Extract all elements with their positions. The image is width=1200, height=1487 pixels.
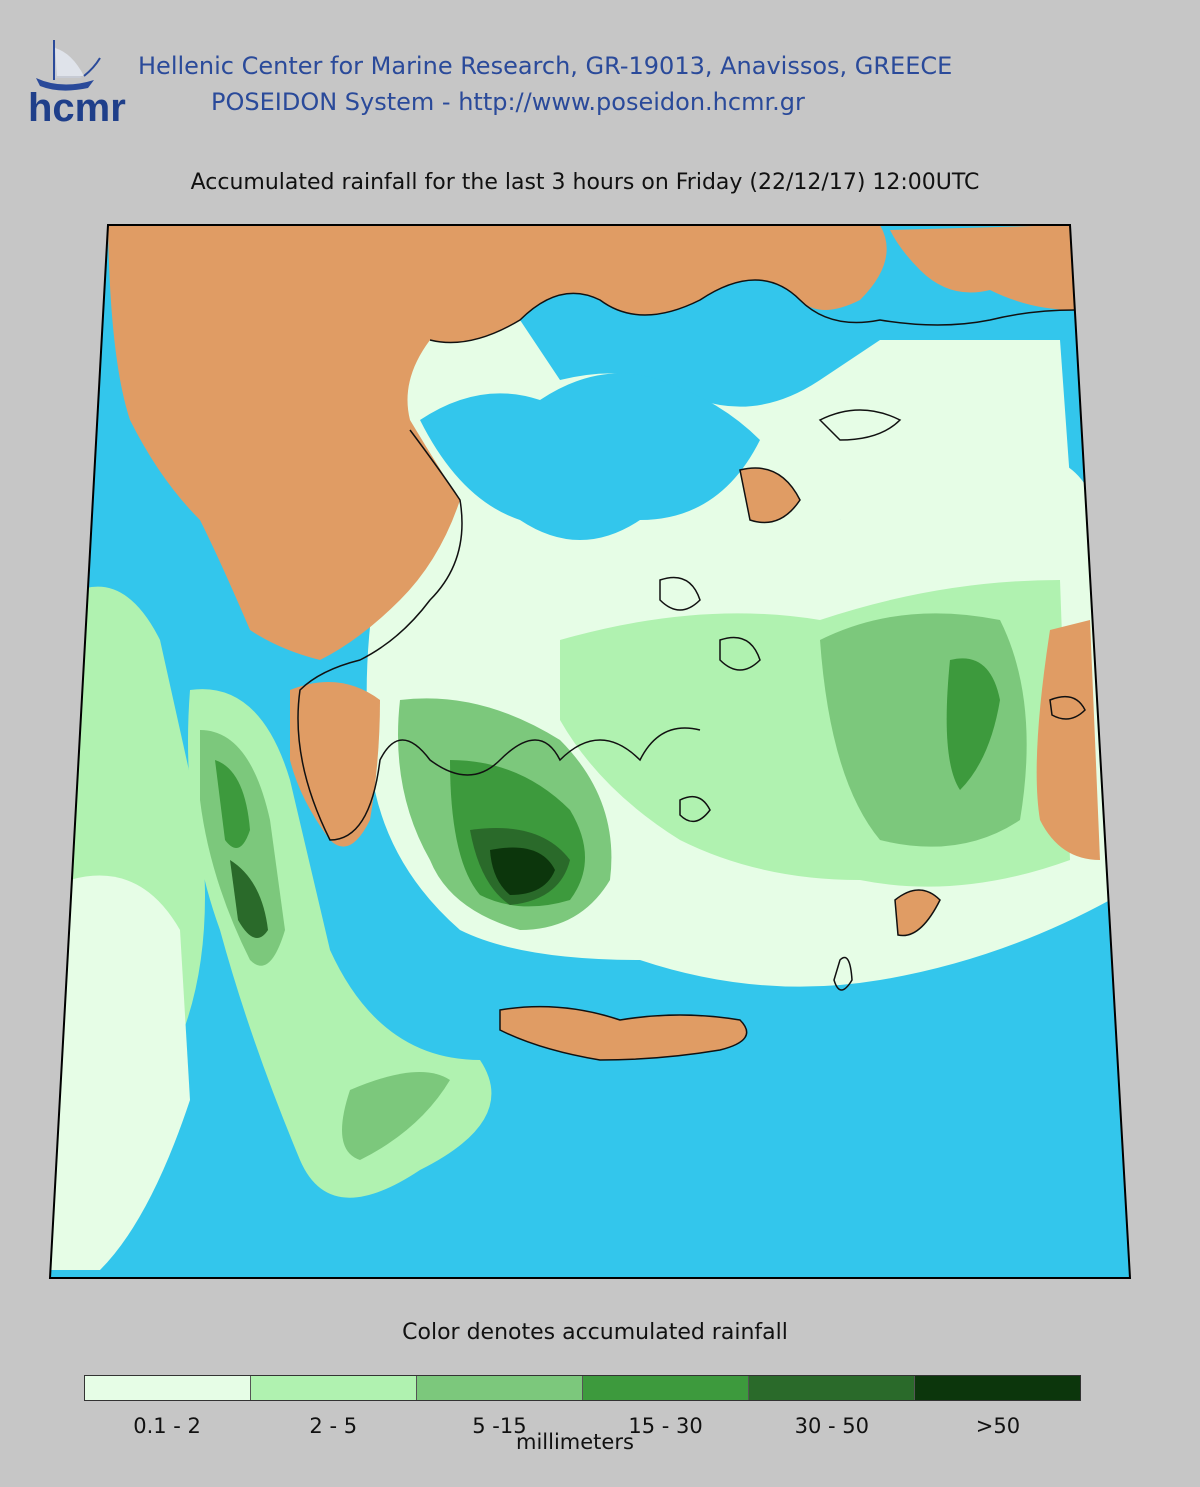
rain-area: [230, 860, 268, 938]
rain-area: [50, 586, 205, 1270]
legend-swatch: [915, 1376, 1080, 1400]
rain-area: [450, 760, 585, 907]
legend-subtitle: Color denotes accumulated rainfall: [402, 1320, 788, 1345]
map-border: [48, 224, 1132, 1279]
coastline: [659, 576, 701, 611]
legend-labels: 0.1 - 2 2 - 5 5 -15 15 - 30 30 - 50 >50: [84, 1414, 1081, 1444]
legend-label: 5 -15: [472, 1414, 527, 1438]
header: hcmr Hellenic Center for Marine Research…: [0, 0, 1200, 140]
legend-label: 2 - 5: [309, 1414, 358, 1438]
land-area: [740, 468, 800, 523]
rain-area: [560, 580, 1070, 887]
legend-label: >50: [975, 1414, 1021, 1438]
rain-area: [215, 760, 250, 848]
rain-area: [50, 875, 190, 1270]
legend-swatch: [417, 1376, 583, 1400]
coastline: [679, 795, 711, 823]
legend-units: millimeters: [516, 1430, 634, 1454]
legend-label: 30 - 50: [794, 1414, 869, 1438]
coastline: [894, 889, 941, 937]
rain-area: [490, 847, 555, 895]
coastline: [297, 429, 701, 841]
rain-area: [366, 456, 1111, 987]
land-area: [1036, 620, 1100, 860]
legend-swatch: [251, 1376, 417, 1400]
legend-label: 15 - 30: [628, 1414, 703, 1438]
legend-swatch: [749, 1376, 915, 1400]
land-area: [108, 225, 887, 660]
coastline: [429, 279, 1076, 344]
coastline: [499, 1005, 748, 1061]
coastline: [1049, 695, 1086, 720]
land-area: [895, 890, 940, 936]
sea-area: [50, 225, 1130, 1278]
land-area: [890, 225, 1075, 310]
coastline: [833, 956, 853, 991]
rain-area: [330, 282, 1070, 600]
rain-area: [470, 828, 570, 905]
legend-swatch: [583, 1376, 749, 1400]
rain-area: [342, 1072, 450, 1160]
rain-area: [398, 698, 612, 930]
organization-name: Hellenic Center for Marine Research, GR-…: [138, 52, 953, 80]
rain-area: [200, 730, 285, 966]
coastline: [739, 467, 801, 524]
rain-area: [946, 658, 1000, 790]
coastline: [719, 636, 761, 671]
coastline: [818, 409, 902, 441]
land-area: [290, 682, 380, 847]
rain-area: [820, 613, 1027, 847]
rain-area: [188, 689, 492, 1198]
sea-area: [420, 373, 760, 540]
map-title: Accumulated rainfall for the last 3 hour…: [190, 170, 980, 195]
legend-label: 0.1 - 2: [133, 1414, 201, 1438]
system-url: POSEIDON System - http://www.poseidon.hc…: [211, 88, 805, 116]
logo-text: hcmr: [28, 86, 126, 130]
hcmr-logo: hcmr: [22, 38, 137, 133]
land-area: [500, 1006, 747, 1060]
legend-colorbar: [84, 1375, 1081, 1401]
ship-sail-icon: [36, 40, 101, 91]
legend-swatch: [85, 1376, 251, 1400]
